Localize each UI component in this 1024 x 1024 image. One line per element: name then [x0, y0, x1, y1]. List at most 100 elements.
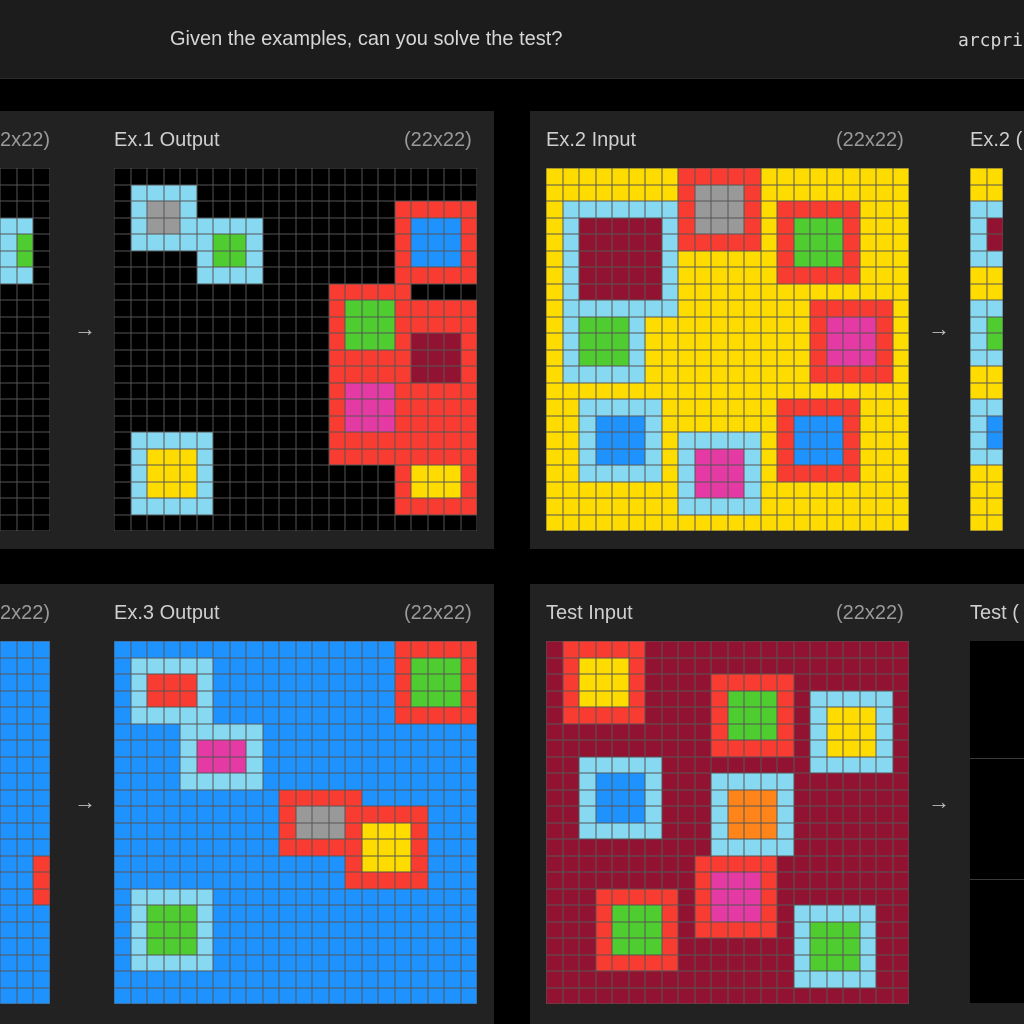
grid-cell: [595, 888, 612, 905]
grid-cell: [378, 905, 395, 922]
grid-cell: [378, 366, 395, 383]
grid-cell: [328, 465, 345, 482]
grid-cell: [16, 740, 33, 757]
grid-cell: [986, 184, 1003, 201]
grid-cell: [843, 707, 860, 724]
grid-cell: [876, 987, 893, 1004]
grid-cell: [595, 448, 612, 465]
grid-cell: [826, 971, 843, 988]
grid-cell: [843, 267, 860, 284]
grid-cell: [843, 855, 860, 872]
grid-cell: [595, 415, 612, 432]
grid-cell: [859, 723, 876, 740]
ex3-output-dimensions: (22x22): [404, 602, 472, 624]
grid-cell: [411, 690, 428, 707]
grid-cell: [213, 773, 230, 790]
test-output-canvas[interactable]: [970, 641, 1024, 1003]
grid-cell: [876, 806, 893, 823]
grid-cell: [678, 415, 695, 432]
grid-cell: [694, 938, 711, 955]
grid-cell: [16, 938, 33, 955]
grid-cell: [328, 432, 345, 449]
grid-cell: [130, 938, 147, 955]
grid-cell: [562, 481, 579, 498]
grid-cell: [727, 168, 744, 185]
grid-cell: [295, 316, 312, 333]
grid-cell: [661, 432, 678, 449]
grid-cell: [279, 217, 296, 234]
grid-cell: [411, 938, 428, 955]
grid-cell: [378, 657, 395, 674]
grid-cell: [295, 283, 312, 300]
grid-cell: [163, 349, 180, 366]
grid-cell: [777, 740, 794, 757]
grid-cell: [345, 382, 362, 399]
grid-cell: [810, 267, 827, 284]
grid-cell: [213, 690, 230, 707]
grid-cell: [328, 872, 345, 889]
grid-cell: [378, 250, 395, 267]
grid-cell: [279, 657, 296, 674]
grid-cell: [810, 382, 827, 399]
grid-cell: [661, 415, 678, 432]
grid-cell: [295, 217, 312, 234]
grid-cell: [793, 283, 810, 300]
grid-cell: [595, 481, 612, 498]
grid-cell: [612, 954, 629, 971]
grid-cell: [33, 855, 50, 872]
grid-cell: [727, 349, 744, 366]
grid-cell: [579, 184, 596, 201]
grid-cell: [628, 641, 645, 658]
grid-cell: [711, 382, 728, 399]
grid-cell: [826, 448, 843, 465]
grid-cell: [546, 448, 563, 465]
grid-cell: [427, 234, 444, 251]
grid-cell: [678, 690, 695, 707]
grid-cell: [411, 822, 428, 839]
grid-cell: [262, 707, 279, 724]
grid-cell: [180, 888, 197, 905]
grid-cell: [180, 184, 197, 201]
grid-cell: [262, 498, 279, 515]
grid-cell: [394, 366, 411, 383]
grid-cell: [810, 690, 827, 707]
grid-cell: [213, 250, 230, 267]
grid-cell: [0, 971, 17, 988]
test-input-label: Test Input: [546, 602, 633, 624]
grid-cell: [345, 415, 362, 432]
grid-cell: [595, 987, 612, 1004]
grid-cell: [645, 201, 662, 218]
test-panel: Test Input (22x22) Test ( →: [530, 584, 1024, 1024]
grid-cell: [427, 690, 444, 707]
grid-cell: [0, 707, 17, 724]
grid-cell: [262, 250, 279, 267]
grid-cell: [196, 217, 213, 234]
grid-cell: [595, 382, 612, 399]
grid-cell: [694, 300, 711, 317]
grid-cell: [246, 740, 263, 757]
grid-cell: [460, 201, 477, 218]
grid-cell: [361, 399, 378, 416]
grid-cell: [678, 366, 695, 383]
grid-cell: [328, 168, 345, 185]
grid-cell: [427, 333, 444, 350]
grid-cell: [810, 399, 827, 416]
grid-cell: [213, 514, 230, 531]
grid-cell: [345, 481, 362, 498]
grid-cell: [229, 366, 246, 383]
grid-cell: [213, 498, 230, 515]
grid-cell: [130, 723, 147, 740]
grid-cell: [546, 217, 563, 234]
grid-cell: [16, 839, 33, 856]
grid-cell: [378, 283, 395, 300]
grid-cell: [312, 349, 329, 366]
grid-cell: [147, 921, 164, 938]
grid-cell: [843, 773, 860, 790]
grid-cell: [645, 888, 662, 905]
grid-cell: [180, 382, 197, 399]
grid-cell: [744, 514, 761, 531]
grid-cell: [612, 283, 629, 300]
grid-cell: [793, 954, 810, 971]
grid-cell: [859, 806, 876, 823]
grid-cell: [810, 641, 827, 658]
